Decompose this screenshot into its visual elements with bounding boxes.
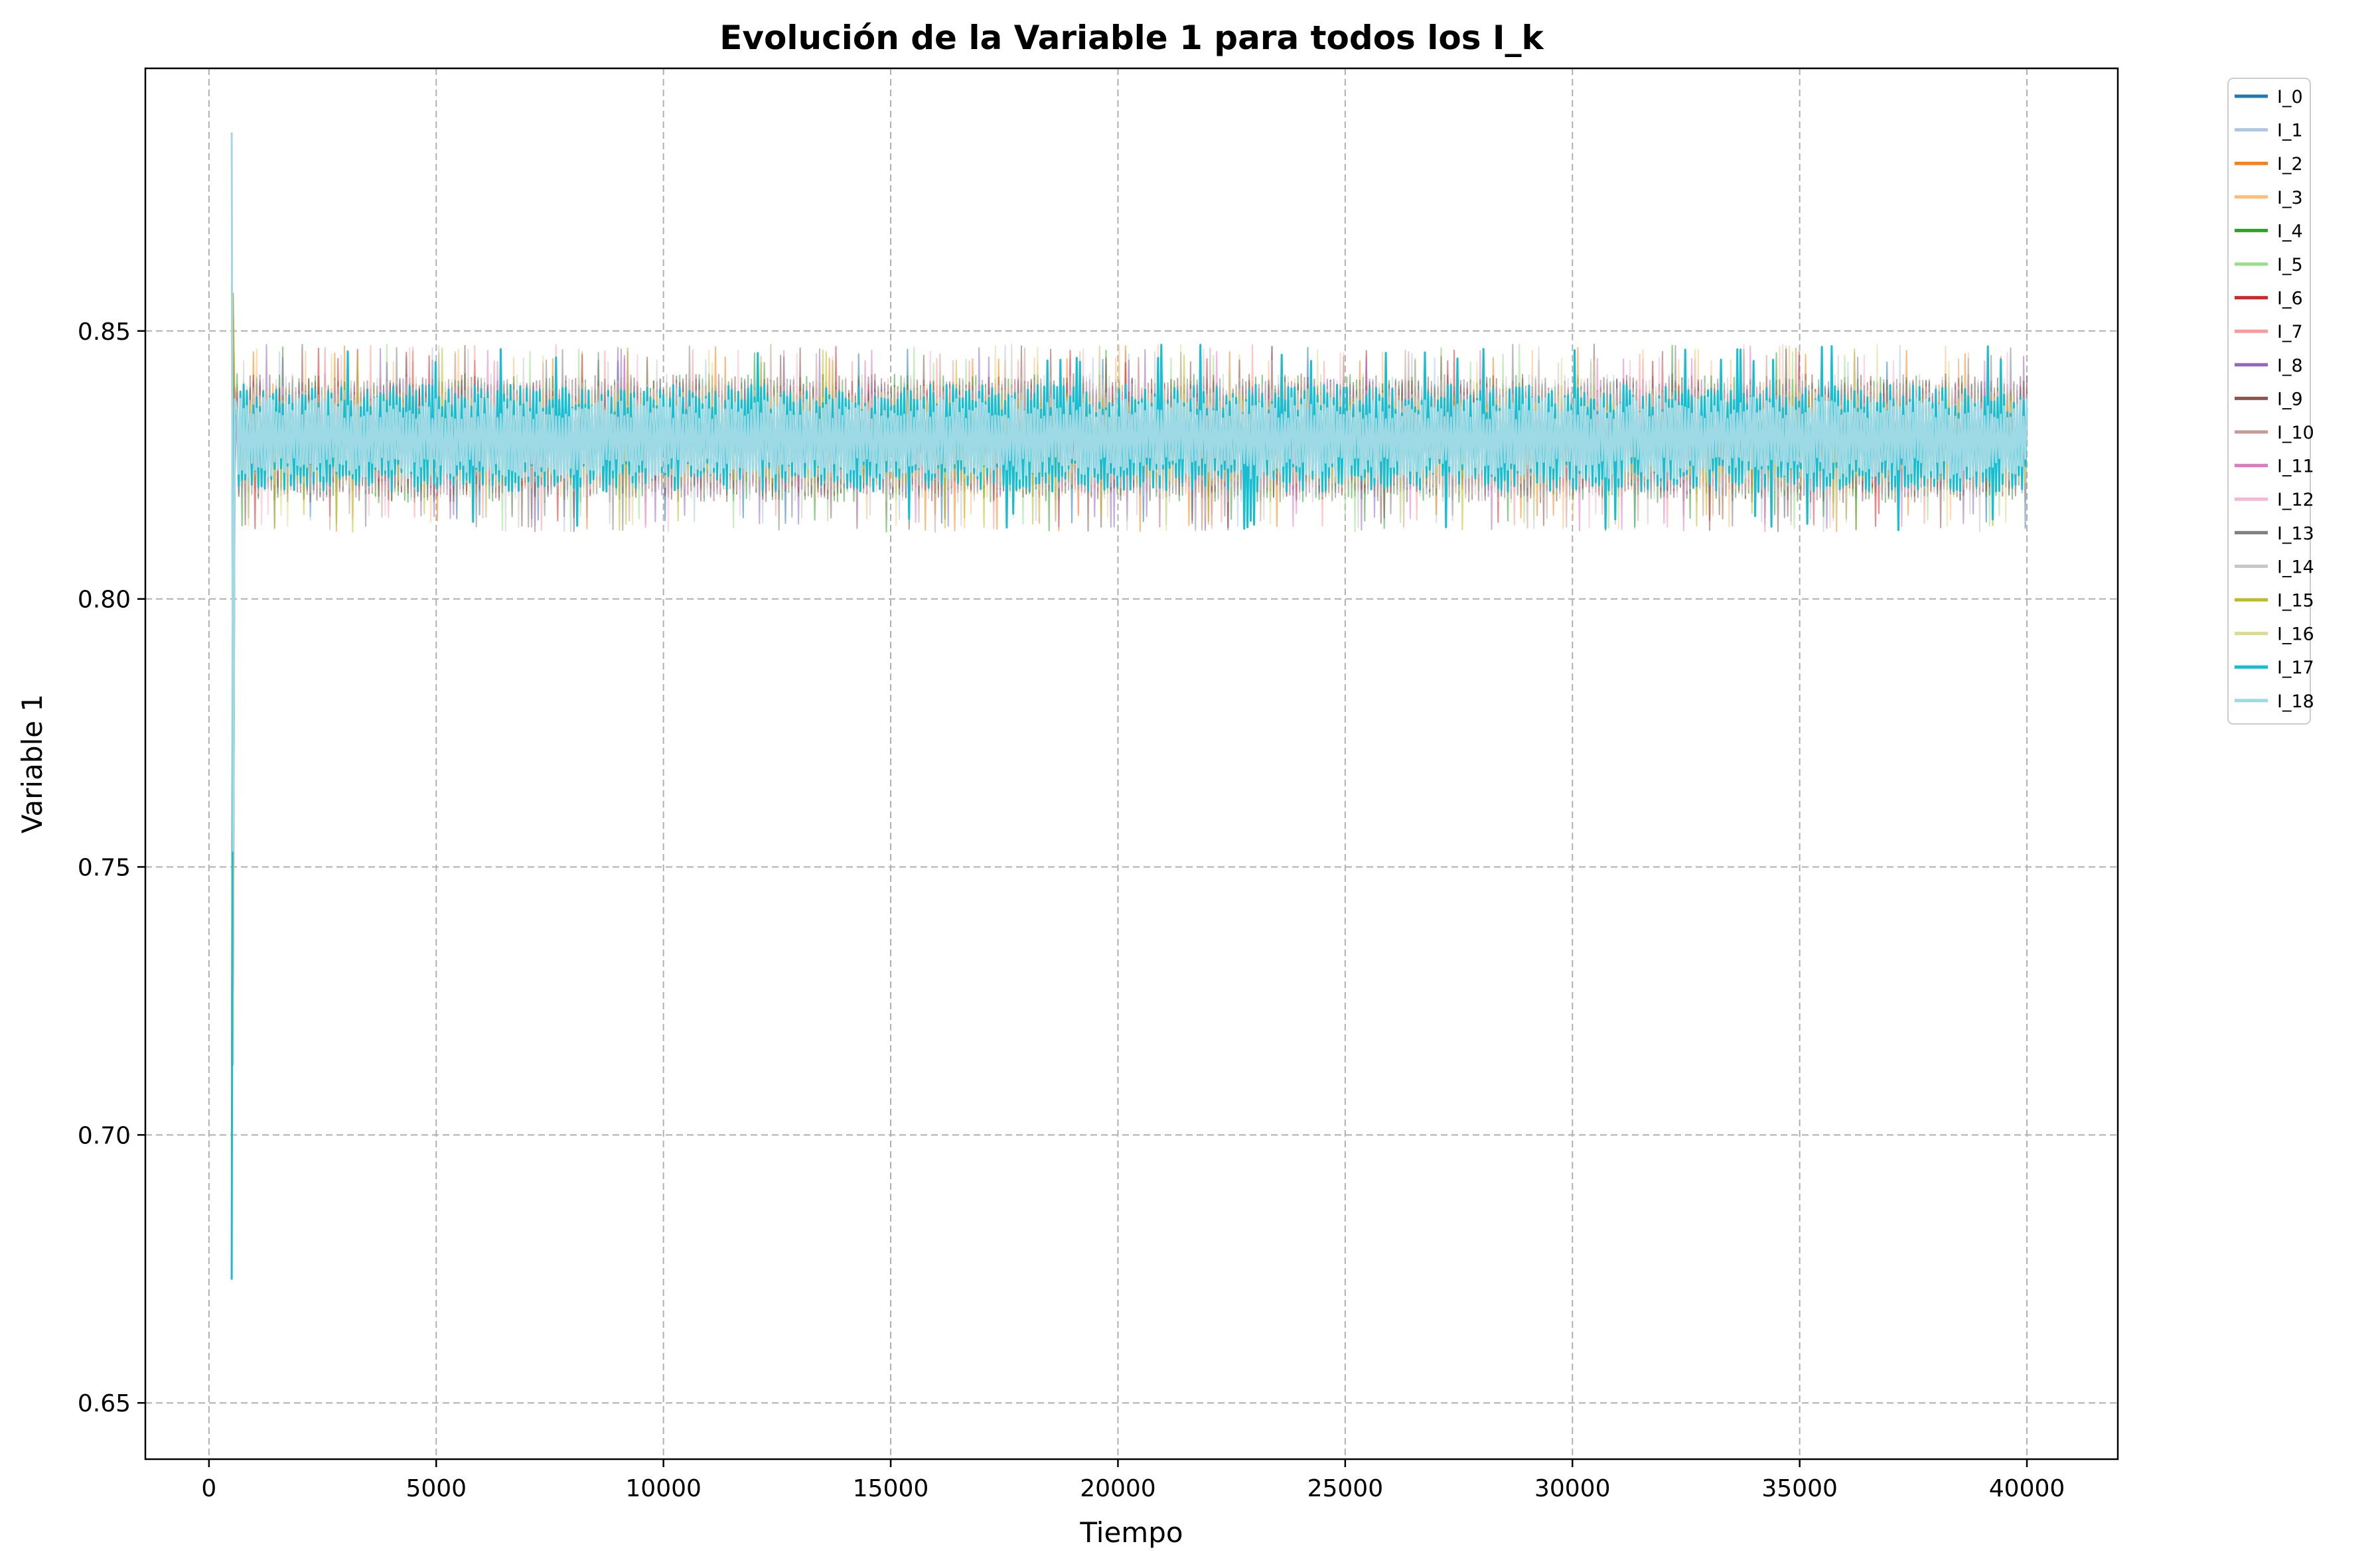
y-tick-label: 0.65 (78, 1390, 131, 1417)
x-tick-label: 0 (201, 1475, 216, 1502)
x-axis-label: Tiempo (1079, 1516, 1183, 1549)
legend-frame (2227, 78, 2311, 725)
legend-label-I_15: I_15 (2277, 591, 2314, 611)
y-tick-label: 0.85 (78, 319, 131, 346)
legend-label-I_14: I_14 (2277, 557, 2314, 577)
x-axis: 0 5000 10000 15000 20000 25000 30000 35000 40000 (201, 1459, 2065, 1502)
legend-label-I_13: I_13 (2277, 524, 2314, 544)
plot-area (230, 132, 2028, 1280)
legend-label-I_6: I_6 (2277, 289, 2303, 309)
legend-label-I_16: I_16 (2277, 624, 2314, 645)
plot-frame (144, 67, 2119, 1461)
legend-label-I_3: I_3 (2277, 188, 2303, 208)
legend-label-I_12: I_12 (2277, 490, 2314, 510)
x-tick-label: 35000 (1761, 1475, 1838, 1502)
x-tick-label: 30000 (1534, 1475, 1611, 1502)
legend: I_0 I_1 I_2 I_3 I_4 I_5 I_6 I_7 I_8 I_9 I_10 I_11 I_… (2227, 78, 2314, 725)
x-tick-label: 10000 (625, 1475, 702, 1502)
x-tick-label: 25000 (1307, 1475, 1384, 1502)
legend-label-I_11: I_11 (2277, 457, 2314, 477)
x-tick-label: 15000 (853, 1475, 929, 1502)
legend-label-I_7: I_7 (2277, 322, 2303, 342)
legend-label-I_17: I_17 (2277, 658, 2314, 678)
legend-label-I_0: I_0 (2277, 87, 2303, 107)
chart-title: Evolución de la Variable 1 para todos lo… (719, 19, 1544, 57)
y-tick-label: 0.75 (78, 854, 131, 881)
legend-label-I_10: I_10 (2277, 423, 2314, 443)
x-tick-label: 40000 (1989, 1475, 2065, 1502)
legend-label-I_5: I_5 (2277, 255, 2303, 275)
grid-lines (145, 68, 2118, 1459)
legend-label-I_9: I_9 (2277, 389, 2303, 409)
series-line-I_18 (230, 132, 2028, 852)
legend-label-I_2: I_2 (2277, 154, 2303, 175)
legend-label-I_4: I_4 (2277, 221, 2303, 242)
y-axis: 0.65 0.70 0.75 0.80 0.85 (78, 319, 145, 1417)
y-tick-label: 0.80 (78, 587, 131, 614)
y-axis-label: Variable 1 (16, 694, 48, 833)
x-tick-label: 5000 (406, 1475, 467, 1502)
legend-label-I_18: I_18 (2277, 691, 2314, 712)
legend-label-I_8: I_8 (2277, 356, 2303, 376)
legend-label-I_1: I_1 (2277, 121, 2303, 141)
x-tick-label: 20000 (1080, 1475, 1156, 1502)
y-tick-label: 0.70 (78, 1122, 131, 1149)
